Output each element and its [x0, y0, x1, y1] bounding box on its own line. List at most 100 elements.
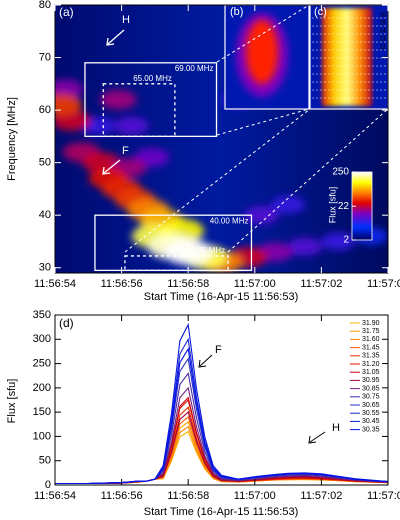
legend-label: 31.45: [362, 344, 380, 351]
burst: [114, 116, 149, 135]
colorbar-step: [352, 229, 372, 232]
y-tick-label: 50: [39, 157, 51, 169]
colorbar-step: [352, 195, 372, 198]
inset-c-stripes: [322, 8, 372, 106]
connector-lines: [124, 4, 389, 253]
colorbar-step: [352, 236, 372, 239]
colorbar-step: [352, 204, 372, 207]
x-tick-label: 11:56:58: [167, 490, 209, 502]
burst: [55, 79, 84, 99]
colorbar-step: [352, 194, 372, 197]
legend-label: 30.85: [362, 385, 380, 392]
y-tick-label: 30: [39, 262, 51, 274]
y-tick-label: 60: [39, 104, 51, 116]
legend-label: 30.95: [362, 377, 380, 384]
inset-c-label: 15: [379, 21, 386, 27]
y-tick-label: 0: [45, 479, 51, 491]
colorbar-tick-label: 250: [332, 167, 349, 178]
inset-label: (c): [314, 6, 327, 18]
frequency-box: [84, 62, 218, 138]
colorbar-tick-label: 2: [343, 235, 349, 246]
burst: [164, 238, 213, 265]
colorbar-step: [352, 192, 372, 195]
inset-c-lines: [312, 17, 386, 99]
colorbar-step: [352, 173, 372, 176]
colorbar-step: [352, 199, 372, 202]
inset-c-label: 13: [379, 37, 386, 43]
x-tick-label: 11:56:56: [101, 278, 143, 290]
burst: [55, 110, 91, 131]
colorbar-step: [352, 183, 372, 187]
annotation: H: [122, 14, 130, 26]
flux-lines: [55, 322, 388, 485]
legend-label: 31.35: [362, 353, 380, 360]
box-label: 32.25 MHz: [186, 246, 225, 255]
flux-line: [55, 337, 388, 485]
flux-line: [55, 396, 388, 485]
colorbar-step: [352, 211, 372, 214]
colorbar-step: [352, 238, 372, 241]
box-label: 65.00 MHz: [133, 74, 172, 83]
legend-label: 31.90: [362, 320, 380, 327]
burst: [287, 237, 323, 256]
colorbar-step: [352, 214, 372, 217]
frequency-box: [124, 255, 229, 272]
colorbar-step: [352, 219, 372, 222]
annotation: F: [122, 145, 129, 157]
x-tick-label: 11:57:00: [234, 278, 276, 290]
legend-label: 30.35: [362, 426, 380, 433]
flux-line: [55, 386, 388, 485]
y-tick-label: 40: [39, 209, 51, 221]
flux-line: [55, 347, 388, 485]
colorbar-step: [352, 178, 372, 181]
inset-c-label: 16: [379, 13, 386, 19]
box-label: 40.00 MHz: [210, 216, 249, 225]
x-axis-label: Start Time (16-Apr-15 11:56:53): [144, 291, 298, 303]
colorbar-step: [352, 177, 372, 180]
axes-d: 11:56:54 11:56:56 11:56:58 11:57:00 11:57:02…: [33, 309, 400, 502]
colorbar-step: [352, 180, 372, 183]
inset-c-labels: 16 15 14 13 12: [379, 13, 386, 51]
colorbar-step: [352, 231, 372, 234]
colorbar-step: [352, 187, 372, 190]
colorbar-step: [352, 207, 372, 210]
legend-label: 31.60: [362, 336, 380, 343]
inset-b: (b): [224, 4, 310, 110]
colorbar-step: [352, 172, 372, 175]
annotation: F: [215, 344, 222, 356]
colorbar-step: [352, 212, 372, 215]
arrows: [198, 354, 326, 444]
x-tick-label: 11:57:02: [300, 490, 342, 502]
box-label: 69.00 MHz: [175, 64, 214, 73]
flux-line: [55, 398, 388, 485]
colorbar-tick-label: 22: [338, 201, 350, 212]
y-tick-label: 50: [39, 455, 51, 467]
colorbar-step: [352, 197, 372, 200]
colorbar-step: [352, 223, 372, 226]
y-tick-label: 350: [33, 309, 51, 321]
legend-label: 30.45: [362, 418, 380, 425]
y-axis-label: Frequency [MHz]: [6, 97, 18, 181]
x-axis-label: Start Time (16-Apr-15 11:56:53): [144, 506, 298, 518]
x-tick-label: 11:57:04: [367, 490, 400, 502]
panel-label: (a): [59, 5, 74, 19]
colorbar-step: [352, 221, 372, 224]
burst: [244, 206, 279, 225]
annotation: H: [332, 422, 340, 434]
burst: [321, 232, 355, 251]
x-tick-label: 11:56:54: [34, 490, 76, 502]
y-axis-label: Flux [sfu]: [6, 379, 18, 424]
colorbar-step: [352, 200, 372, 204]
colorbar-step: [352, 228, 372, 231]
colorbar-label: Flux [sfu]: [327, 187, 337, 224]
y-tick-label: 70: [39, 51, 51, 63]
arrows: [102, 29, 125, 175]
inset-c-label: 12: [379, 45, 386, 51]
y-tick-label: 250: [33, 357, 51, 369]
colorbar-step: [352, 234, 372, 238]
colorbar-step: [352, 224, 372, 227]
colorbar-step: [352, 206, 372, 209]
